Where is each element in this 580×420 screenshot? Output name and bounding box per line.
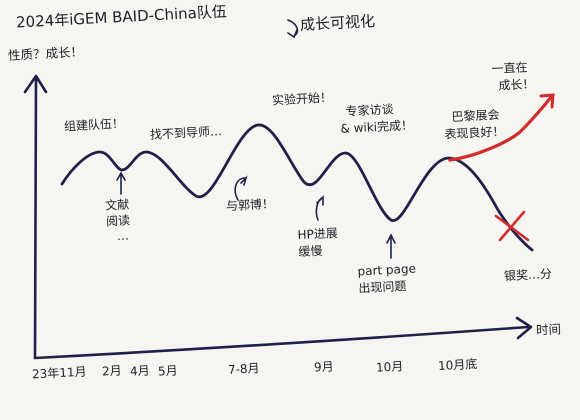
- event-paris: 巴黎展会 表现良好！: [443, 106, 505, 143]
- event-literature-line3: …: [116, 228, 130, 244]
- x-tick-apr: 4月: [129, 363, 150, 379]
- x-tick-23nov: 23年11月: [31, 364, 87, 382]
- x-tick-oct: 10月: [375, 359, 404, 375]
- event-part-page: part page 出现问题: [357, 260, 417, 297]
- event-growing-line2: 成长！: [498, 76, 535, 93]
- event-literature-line2: 阅读: [105, 212, 131, 229]
- diagram-title-suffix: 成长可视化: [299, 12, 376, 34]
- growth-curve: [60, 123, 534, 252]
- x-tick-jul-aug: 7-8月: [227, 361, 260, 377]
- event-guo: 与郭博！: [225, 196, 275, 214]
- arrow-title: [287, 19, 299, 39]
- event-hp-slow: HP进展 缓慢: [297, 225, 339, 261]
- arrow-hp: [315, 195, 324, 221]
- cross-mark-icon: [494, 210, 530, 242]
- x-axis-arrow: [515, 316, 533, 340]
- event-expert: 专家访谈 & wiki完成！: [339, 100, 413, 137]
- event-part-page-line1: part page: [357, 261, 417, 279]
- event-growing-line1: 一直在: [491, 60, 528, 77]
- event-literature-line1: 文献: [104, 197, 130, 213]
- event-paris-line2: 表现良好！: [444, 124, 505, 142]
- x-tick-oct-end: 10月底: [437, 356, 478, 374]
- y-axis: [33, 76, 38, 360]
- event-team-building: 组建队伍！: [63, 116, 125, 134]
- x-tick-sep: 9月: [313, 359, 334, 375]
- event-hp-slow-line2: 缓慢: [298, 243, 323, 259]
- event-hp-slow-line1: HP进展: [297, 225, 339, 243]
- x-axis-label: 时间: [535, 321, 562, 338]
- growth-red-line: [448, 94, 554, 162]
- event-part-page-line2: 出现问题: [358, 278, 407, 296]
- arrow-silver: [505, 240, 506, 248]
- event-literature: 文献 阅读 …: [105, 197, 131, 245]
- arrow-guo: [234, 175, 248, 201]
- x-tick-feb: 2月: [101, 363, 122, 379]
- arrow-partpage: [386, 233, 396, 259]
- red-line-arrow: [539, 93, 555, 109]
- x-tick-may: 5月: [157, 363, 178, 379]
- event-silver: 银奖…分: [503, 266, 553, 284]
- x-axis: [33, 325, 530, 360]
- arrow-literature: [116, 171, 126, 195]
- event-experiment: 实验开始！: [271, 90, 333, 108]
- y-axis-arrow: [23, 74, 48, 94]
- event-growing: 一直在 成长！: [491, 59, 535, 95]
